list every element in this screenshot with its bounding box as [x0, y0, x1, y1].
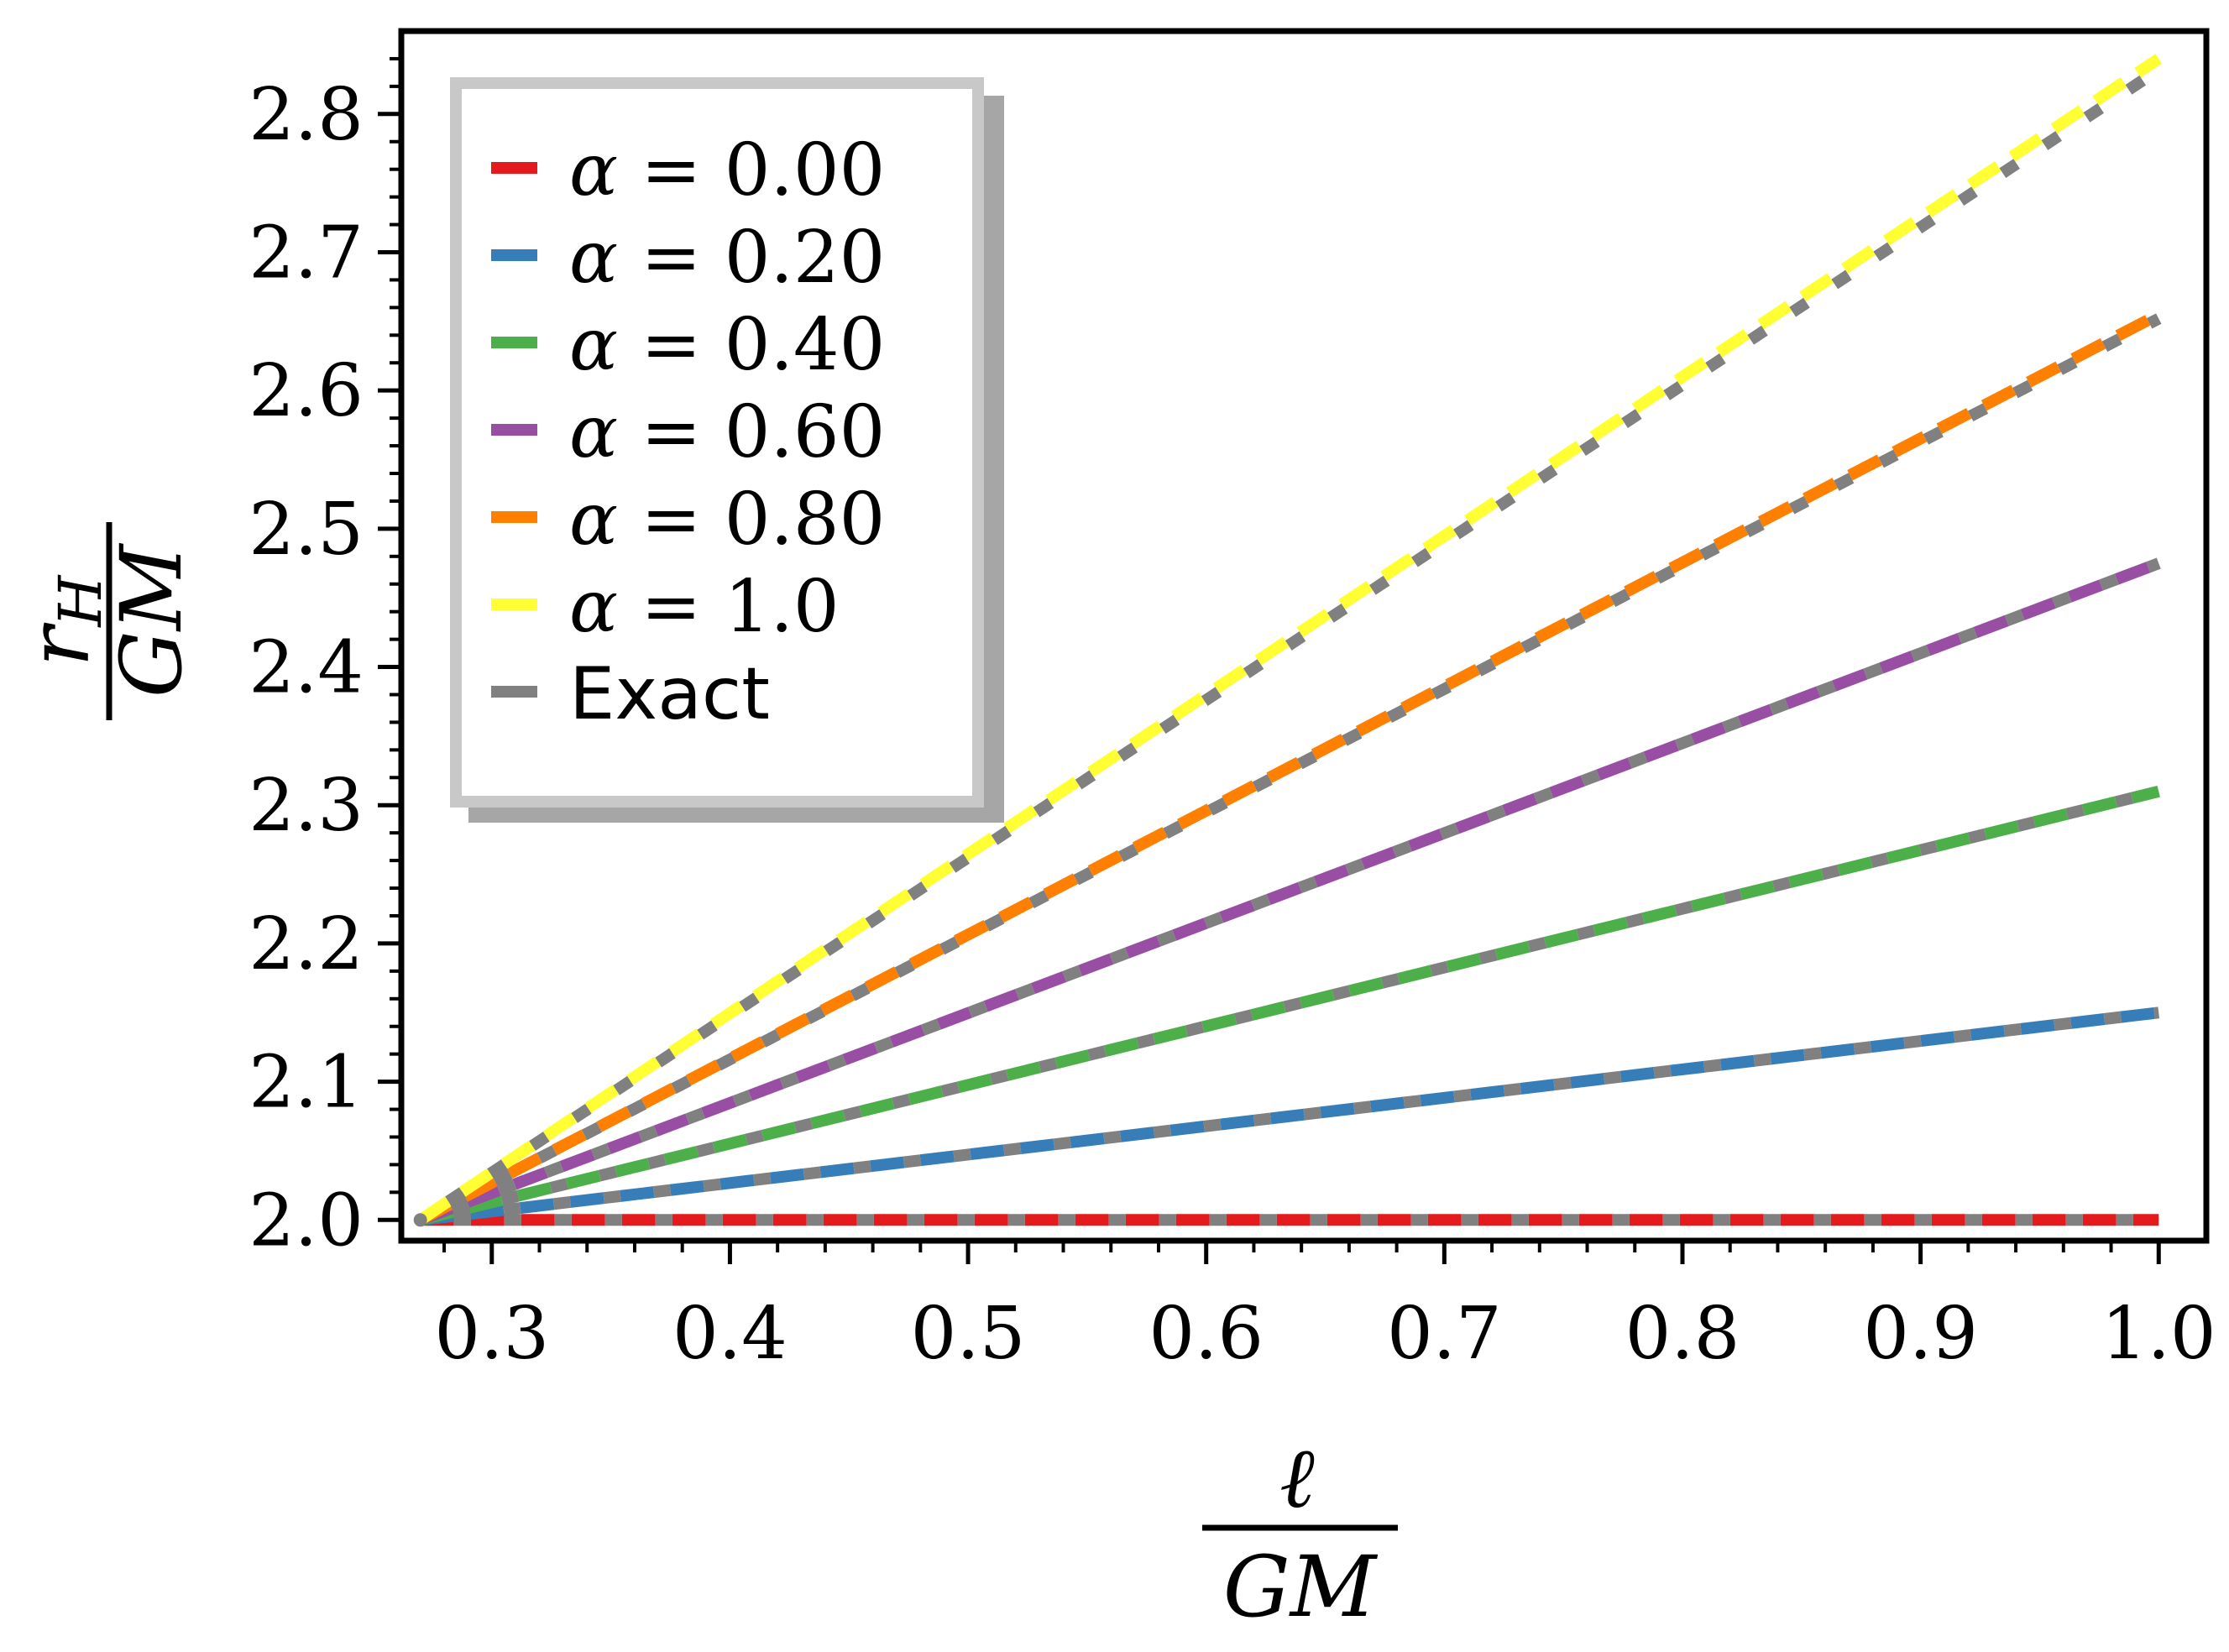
tick-labels: 0.3 0.4 0.5 0.6 0.7 0.8 0.9 1.0 2.0 2.1 2.2 2.3 2.4 2…	[249, 73, 2216, 1376]
series-layer	[413, 54, 2163, 1227]
y-tick-label: 2.8	[249, 73, 364, 157]
y-label-numerator: r	[10, 622, 108, 667]
y-tick-label: 2.6	[249, 349, 364, 433]
y-axis-label: rH GM	[10, 522, 201, 720]
legend-value: = 0.40	[618, 303, 885, 387]
series-line-0.80	[417, 309, 2162, 1226]
y-label-numerator-sub: H	[46, 574, 115, 629]
legend-alpha-symbol: α	[569, 216, 618, 300]
legend-label-1.0: α = 1.0	[569, 565, 840, 649]
svg-text:rH: rH	[10, 574, 115, 667]
x-tick-label: 1.0	[2101, 1292, 2216, 1376]
exact-line	[419, 785, 2160, 1226]
x-tick-label: 0.4	[672, 1292, 787, 1376]
exact-line	[416, 65, 2163, 1226]
legend-label-0.00: α = 0.00	[569, 128, 885, 212]
major-ticks	[378, 112, 2161, 1264]
y-tick-label: 2.2	[249, 902, 364, 986]
series-line-0.60	[418, 557, 2161, 1226]
plot-frame	[398, 28, 2210, 1244]
legend-value: = 0.00	[618, 128, 885, 212]
x-label-numerator: ℓ	[1279, 1429, 1315, 1527]
x-tick-label: 0.8	[1625, 1292, 1740, 1376]
legend-box	[450, 77, 984, 808]
y-tick-label: 2.3	[249, 764, 364, 848]
legend-alpha-symbol: α	[569, 303, 618, 387]
legend-label-0.60: α = 0.60	[569, 390, 885, 474]
legend-alpha-symbol: α	[569, 565, 618, 649]
exact-line	[419, 1006, 2160, 1226]
legend-value: = 0.80	[618, 478, 885, 562]
y-label-denominator: GM	[102, 542, 201, 698]
x-label-denominator: GM	[1223, 1538, 1379, 1636]
origin-marker	[413, 1213, 427, 1227]
x-tick-label: 0.7	[1387, 1292, 1502, 1376]
legend-alpha-symbol: α	[569, 390, 618, 474]
legend-label-exact: Exact	[569, 652, 770, 736]
legend-value: = 1.0	[618, 565, 840, 649]
x-tick-label: 0.9	[1863, 1292, 1978, 1376]
x-tick-label: 0.6	[1149, 1292, 1264, 1376]
legend-value: = 0.20	[618, 216, 885, 300]
series-line-1.0	[416, 54, 2163, 1226]
series-line-0.20	[419, 1006, 2160, 1226]
y-tick-label: 2.7	[249, 211, 364, 295]
legend-alpha-symbol: α	[569, 128, 618, 212]
legend-label-0.40: α = 0.40	[569, 303, 885, 387]
x-tick-label: 0.5	[911, 1292, 1026, 1376]
y-tick-label: 2.1	[249, 1041, 364, 1125]
legend: α = 0.00α = 0.20α = 0.40α = 0.60α = 0.80…	[450, 77, 1004, 823]
exact-line	[418, 557, 2161, 1226]
y-tick-label: 2.0	[249, 1179, 364, 1263]
legend-value: = 0.60	[618, 390, 885, 474]
legend-alpha-symbol: α	[569, 478, 618, 562]
x-tick-label: 0.3	[434, 1292, 549, 1376]
series-line-0.40	[419, 785, 2160, 1226]
legend-label-0.80: α = 0.80	[569, 478, 885, 562]
x-axis-label: ℓ GM	[1202, 1429, 1398, 1636]
legend-label-0.20: α = 0.20	[569, 216, 885, 300]
y-tick-label: 2.4	[249, 626, 364, 710]
y-tick-label: 2.5	[249, 488, 364, 572]
